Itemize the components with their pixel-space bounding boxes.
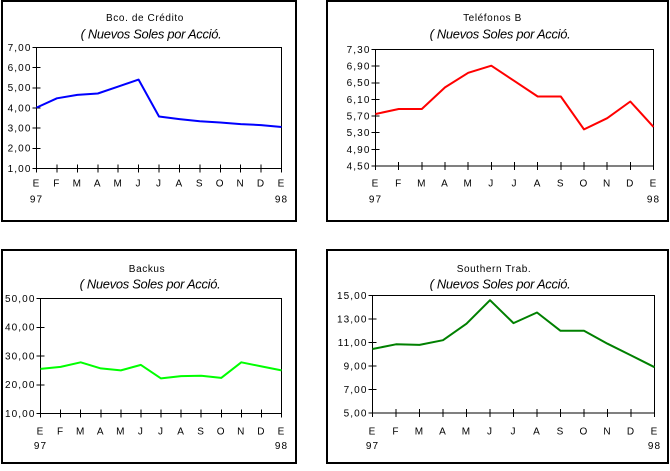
svg-text:O: O xyxy=(580,426,589,437)
svg-text:E: E xyxy=(278,426,286,437)
svg-text:( Nuevos Soles por Acció.: ( Nuevos Soles por Acció. xyxy=(80,277,221,292)
svg-text:7,30: 7,30 xyxy=(347,45,371,56)
svg-text:A: A xyxy=(439,426,447,437)
svg-text:A: A xyxy=(94,178,102,189)
svg-text:O: O xyxy=(217,426,226,437)
svg-text:97: 97 xyxy=(369,194,382,205)
svg-text:97: 97 xyxy=(34,441,47,452)
svg-text:N: N xyxy=(237,426,245,437)
svg-text:A: A xyxy=(176,178,184,189)
svg-text:M: M xyxy=(113,178,122,189)
svg-text:( Nuevos Soles por Acció.: ( Nuevos Soles por Acció. xyxy=(430,277,571,292)
svg-text:5,00: 5,00 xyxy=(8,83,32,94)
svg-text:4,50: 4,50 xyxy=(347,161,371,172)
svg-text:97: 97 xyxy=(30,194,43,205)
svg-text:J: J xyxy=(156,178,162,189)
svg-text:E: E xyxy=(37,426,45,437)
svg-text:E: E xyxy=(650,178,658,189)
svg-text:Southern Trab.: Southern Trab. xyxy=(457,264,532,275)
svg-text:M: M xyxy=(73,178,82,189)
svg-text:M: M xyxy=(415,426,424,437)
svg-text:30,00: 30,00 xyxy=(5,351,36,362)
svg-text:6,50: 6,50 xyxy=(347,78,371,89)
svg-text:O: O xyxy=(580,178,589,189)
svg-text:10,00: 10,00 xyxy=(5,409,36,420)
svg-text:98: 98 xyxy=(648,441,661,452)
svg-text:O: O xyxy=(216,178,225,189)
svg-text:J: J xyxy=(488,178,494,189)
svg-text:F: F xyxy=(57,426,64,437)
svg-text:4,90: 4,90 xyxy=(347,145,371,156)
svg-text:15,00: 15,00 xyxy=(337,291,368,302)
svg-text:6,00: 6,00 xyxy=(8,63,32,74)
svg-text:S: S xyxy=(197,426,205,437)
svg-text:N: N xyxy=(237,178,245,189)
svg-text:1,00: 1,00 xyxy=(8,164,32,175)
svg-text:J: J xyxy=(510,426,516,437)
svg-text:97: 97 xyxy=(366,441,379,452)
svg-text:F: F xyxy=(53,178,60,189)
svg-text:5,00: 5,00 xyxy=(344,408,368,419)
svg-text:E: E xyxy=(33,178,41,189)
svg-text:( Nuevos Soles por Acció.: ( Nuevos Soles por Acció. xyxy=(81,27,222,42)
svg-text:98: 98 xyxy=(275,194,288,205)
svg-text:E: E xyxy=(278,178,286,189)
svg-text:2,00: 2,00 xyxy=(8,144,32,155)
svg-text:Backus: Backus xyxy=(129,264,165,275)
svg-text:F: F xyxy=(392,426,399,437)
svg-text:S: S xyxy=(196,178,204,189)
svg-text:50,00: 50,00 xyxy=(5,294,36,305)
svg-text:E: E xyxy=(369,426,377,437)
svg-text:D: D xyxy=(626,178,634,189)
svg-text:S: S xyxy=(557,178,565,189)
svg-text:M: M xyxy=(463,178,472,189)
svg-text:M: M xyxy=(417,178,426,189)
svg-text:N: N xyxy=(603,426,611,437)
svg-text:N: N xyxy=(603,178,611,189)
svg-text:11,00: 11,00 xyxy=(338,338,368,349)
svg-text:M: M xyxy=(116,426,125,437)
svg-text:A: A xyxy=(441,178,449,189)
svg-text:98: 98 xyxy=(647,194,660,205)
svg-text:6,10: 6,10 xyxy=(347,95,371,106)
svg-text:J: J xyxy=(136,178,142,189)
svg-text:A: A xyxy=(534,178,542,189)
svg-text:E: E xyxy=(372,178,380,189)
svg-text:E: E xyxy=(651,426,659,437)
svg-text:D: D xyxy=(627,426,635,437)
svg-text:5,30: 5,30 xyxy=(347,128,371,139)
svg-text:A: A xyxy=(533,426,541,437)
svg-text:F: F xyxy=(395,178,402,189)
svg-text:Bco. de Crédito: Bco. de Crédito xyxy=(106,13,184,24)
svg-text:S: S xyxy=(557,426,565,437)
svg-text:A: A xyxy=(97,426,105,437)
svg-text:13,00: 13,00 xyxy=(337,314,368,325)
svg-text:M: M xyxy=(76,426,85,437)
svg-text:9,00: 9,00 xyxy=(344,361,368,372)
svg-text:J: J xyxy=(138,426,144,437)
svg-text:20,00: 20,00 xyxy=(5,380,36,391)
svg-text:4,00: 4,00 xyxy=(8,103,32,114)
svg-text:J: J xyxy=(158,426,164,437)
svg-text:J: J xyxy=(487,426,493,437)
svg-text:40,00: 40,00 xyxy=(5,323,36,334)
svg-text:( Nuevos Soles por Acció.: ( Nuevos Soles por Acció. xyxy=(430,27,571,42)
svg-text:98: 98 xyxy=(275,441,288,452)
svg-text:D: D xyxy=(257,426,265,437)
svg-text:5,70: 5,70 xyxy=(347,112,371,123)
svg-text:3,00: 3,00 xyxy=(8,124,32,135)
svg-text:M: M xyxy=(462,426,471,437)
svg-text:6,90: 6,90 xyxy=(347,62,371,73)
svg-text:Teléfonos B: Teléfonos B xyxy=(463,13,522,24)
svg-text:7,00: 7,00 xyxy=(344,385,368,396)
svg-text:D: D xyxy=(257,178,265,189)
svg-text:J: J xyxy=(511,178,517,189)
svg-text:7,00: 7,00 xyxy=(8,43,32,54)
svg-text:A: A xyxy=(177,426,185,437)
